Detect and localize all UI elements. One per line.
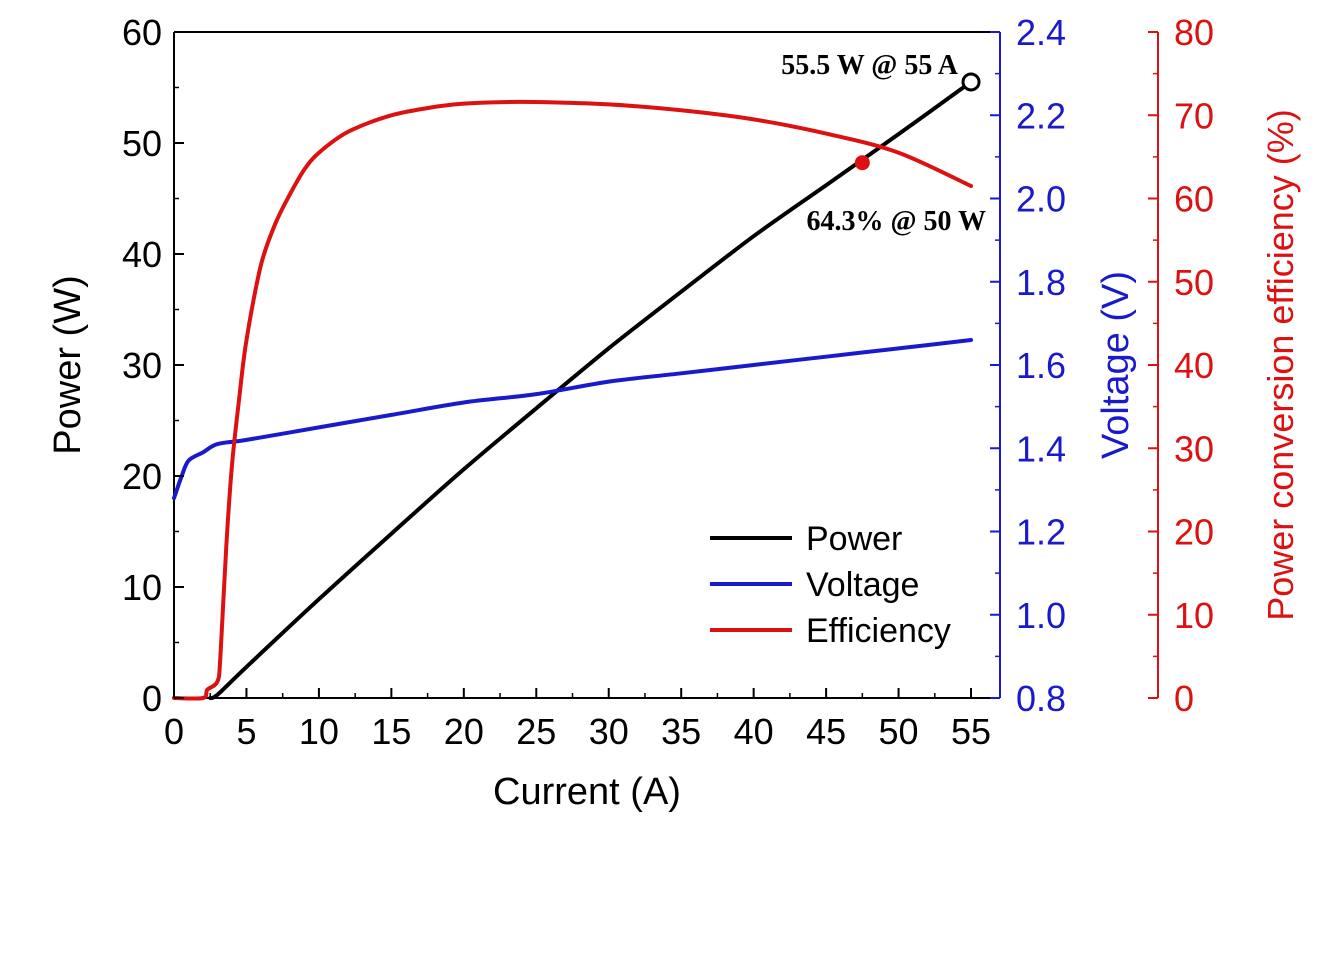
y-left-tick-label: 10 (122, 567, 162, 608)
x-tick-label: 20 (444, 711, 484, 752)
y-left-tick-label: 30 (122, 345, 162, 386)
x-tick-label: 30 (589, 711, 629, 752)
x-tick-label: 55 (951, 711, 991, 752)
y-voltage-tick-label: 1.6 (1016, 345, 1066, 386)
y-voltage-tick-label: 1.8 (1016, 262, 1066, 303)
legend-label-efficiency: Efficiency (806, 612, 951, 650)
x-tick-label: 25 (516, 711, 556, 752)
y-voltage-tick-label: 1.0 (1016, 595, 1066, 636)
y-efficiency-tick-label: 50 (1174, 262, 1214, 303)
y-efficiency-tick-label: 10 (1174, 595, 1214, 636)
y-voltage-tick-label: 1.2 (1016, 512, 1066, 553)
x-tick-label: 45 (806, 711, 846, 752)
x-tick-label: 5 (236, 711, 256, 752)
y-efficiency-tick-label: 80 (1174, 12, 1214, 53)
y-voltage-tick-label: 2.0 (1016, 179, 1066, 220)
annotation-max-power: 55.5 W @ 55 A (781, 50, 958, 81)
series-line-voltage (172, 338, 973, 501)
power-max-marker (961, 72, 981, 92)
x-tick-label: 15 (371, 711, 411, 752)
y-voltage-tick-label: 0.8 (1016, 678, 1066, 719)
y-left-tick-label: 50 (122, 123, 162, 164)
legend-label-voltage: Voltage (806, 566, 919, 604)
y-left-tick-label: 20 (122, 456, 162, 497)
y-efficiency-tick-label: 70 (1174, 95, 1214, 136)
y-voltage-tick-label: 2.4 (1016, 12, 1066, 53)
y-efficiency-tick-label: 40 (1174, 345, 1214, 386)
y-efficiency-tick-label: 0 (1174, 678, 1194, 719)
x-axis-title: Current (A) (493, 771, 681, 813)
y-efficiency-tick-label: 20 (1174, 512, 1214, 553)
y-efficiency-axis-title: Power conversion efficiency (%) (1260, 109, 1301, 621)
x-tick-label: 35 (661, 711, 701, 752)
y-efficiency-tick-label: 30 (1174, 428, 1214, 469)
y-left-axis-title: Power (W) (47, 275, 89, 454)
x-tick-label: 50 (879, 711, 919, 752)
y-voltage-axis-title: Voltage (V) (1095, 271, 1137, 459)
y-voltage-tick-label: 1.4 (1016, 428, 1066, 469)
y-left-tick-label: 60 (122, 12, 162, 53)
annotation-efficiency: 64.3% @ 50 W (806, 206, 986, 237)
x-tick-label: 10 (299, 711, 339, 752)
legend-label-power: Power (806, 520, 902, 558)
y-left-tick-label: 40 (122, 234, 162, 275)
x-tick-label: 40 (734, 711, 774, 752)
x-tick-label: 0 (164, 711, 184, 752)
y-left-tick-label: 0 (142, 678, 162, 719)
series-line-efficiency (172, 99, 973, 701)
series-line-power (208, 79, 973, 701)
efficiency-point-marker (854, 155, 870, 171)
y-voltage-tick-label: 2.2 (1016, 95, 1066, 136)
y-efficiency-tick-label: 60 (1174, 179, 1214, 220)
